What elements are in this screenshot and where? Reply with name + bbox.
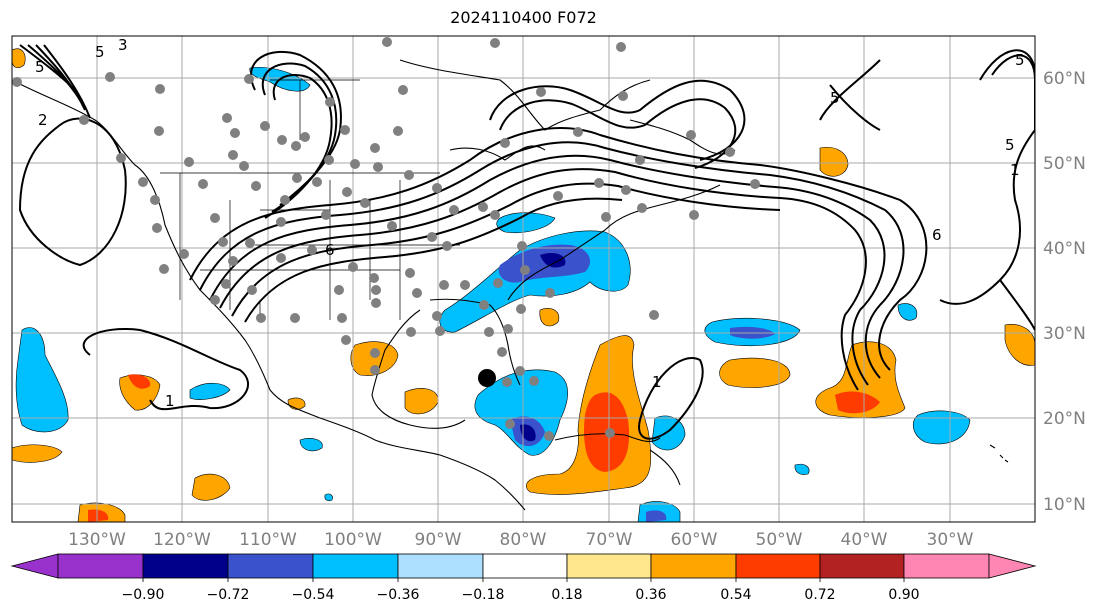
contour-label: 3	[118, 36, 128, 54]
lon-label: 100°W	[324, 530, 382, 550]
lon-label: 70°W	[586, 530, 633, 550]
lon-label: 130°W	[68, 530, 126, 550]
colorbar-segment	[566, 553, 652, 579]
contour-label: 1	[165, 392, 175, 410]
colorbar-segment	[57, 553, 144, 579]
colorbar-segment	[903, 553, 990, 579]
contour-label-group: 5 5 6 2 5 1 5 3 6 5 1 1	[35, 36, 1025, 410]
lon-label: 110°W	[239, 530, 297, 550]
contour-label: 5	[95, 43, 105, 61]
colorbar-tick-label: 0.90	[888, 587, 919, 603]
contour-label: 1	[1010, 161, 1020, 179]
lat-label: 60°N	[1043, 69, 1086, 89]
colorbar-tick-label: −0.18	[462, 587, 505, 603]
lat-label: 50°N	[1043, 154, 1086, 174]
colorbar-segment	[650, 553, 737, 579]
colorbar-extend-low	[10, 553, 59, 579]
lon-label: 60°W	[671, 530, 718, 550]
colorbar-segment	[482, 553, 568, 579]
colorbar-tick-label: −0.36	[377, 587, 420, 603]
colorbar	[10, 553, 1037, 582]
colorbar-segment	[735, 553, 821, 579]
lon-label: 80°W	[500, 530, 547, 550]
storm-center-marker	[478, 369, 496, 387]
lon-label: 120°W	[153, 530, 211, 550]
contour-label: 5	[830, 89, 840, 107]
colorbar-tick-label: −0.72	[207, 587, 250, 603]
contour-label: 5	[35, 58, 45, 76]
lon-label: 50°W	[756, 530, 803, 550]
colorbar-segment	[819, 553, 905, 579]
height-contours	[18, 44, 1035, 440]
lon-label: 90°W	[415, 530, 462, 550]
colorbar-extend-high	[988, 553, 1037, 579]
colorbar-tick-labels: −0.90 −0.72 −0.54 −0.36 −0.18 0.18 0.36 …	[122, 587, 920, 603]
longitude-labels: 130°W 120°W 110°W 100°W 90°W 80°W 70°W 6…	[68, 530, 974, 550]
lat-label: 40°N	[1043, 239, 1086, 259]
contour-label: 2	[38, 111, 48, 129]
colorbar-tick-label: 0.72	[804, 587, 835, 603]
lat-label: 10°N	[1043, 495, 1086, 515]
colorbar-tick-label: −0.54	[292, 587, 335, 603]
colorbar-tick-label: 0.36	[635, 587, 666, 603]
colorbar-segment	[227, 553, 314, 579]
contour-label: 6	[932, 226, 942, 244]
lon-label: 30°W	[927, 530, 974, 550]
latitude-labels: 60°N 50°N 40°N 30°N 20°N 10°N	[1043, 69, 1086, 515]
anomaly-shading	[12, 48, 1035, 522]
station-markers	[12, 37, 760, 441]
contour-label: 1	[652, 373, 662, 391]
colorbar-segment	[397, 553, 484, 579]
contour-label: 5	[1005, 136, 1015, 154]
lat-label: 20°N	[1043, 409, 1086, 429]
contour-label: 5	[1015, 51, 1025, 69]
colorbar-segment	[312, 553, 399, 579]
lon-label: 40°W	[841, 530, 888, 550]
map-title: 2024110400 F072	[450, 8, 597, 27]
lat-label: 30°N	[1043, 324, 1086, 344]
colorbar-tick-label: −0.90	[122, 587, 165, 603]
map-panel: 5 5 6 2 5 1 5 3 6 5 1 1	[12, 36, 1035, 522]
contour-label: 6	[325, 241, 335, 259]
map-frame	[11, 35, 1036, 523]
colorbar-segment	[142, 553, 229, 579]
colorbar-tick-label: 0.54	[720, 587, 751, 603]
colorbar-tick-label: 0.18	[551, 587, 582, 603]
